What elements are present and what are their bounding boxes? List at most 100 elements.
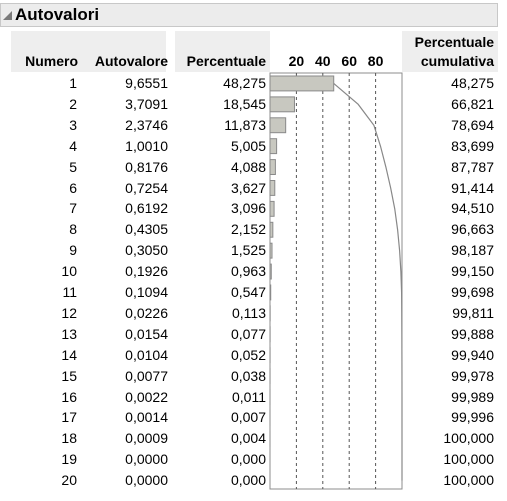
cell-percentuale-cumulativa: 87,787 [451, 158, 494, 175]
x-tick-label: 40 [315, 53, 331, 69]
cell-percentuale: 3,096 [230, 200, 266, 217]
bar [269, 242, 273, 259]
cell-percentuale: 5,005 [230, 137, 266, 154]
cell-autovalore: 2,3746 [125, 116, 168, 133]
cell-numero: 3 [69, 116, 77, 133]
bar [269, 284, 272, 301]
cell-percentuale-cumulativa: 100,000 [443, 451, 494, 468]
cell-percentuale: 0,000 [230, 472, 266, 489]
cell-numero: 4 [69, 137, 77, 154]
cell-percentuale-cumulativa: 91,414 [451, 179, 494, 196]
cell-autovalore: 0,0104 [125, 346, 168, 363]
cell-percentuale-cumulativa: 99,989 [451, 388, 494, 405]
cell-autovalore: 0,0154 [125, 325, 168, 342]
cell-percentuale: 4,088 [230, 158, 266, 175]
cell-numero: 14 [61, 346, 77, 363]
cell-numero: 18 [61, 430, 77, 447]
cell-numero: 13 [61, 325, 77, 342]
cell-percentuale: 0,077 [230, 325, 266, 342]
cell-autovalore: 0,0022 [125, 388, 168, 405]
header-background-percentuale [175, 31, 270, 72]
cell-percentuale-cumulativa: 78,694 [451, 116, 494, 133]
cell-numero: 5 [69, 158, 77, 175]
cell-numero: 11 [62, 284, 77, 300]
cell-percentuale: 0,963 [230, 263, 266, 280]
cell-percentuale: 0,113 [232, 304, 266, 321]
cell-numero: 12 [61, 304, 77, 321]
cell-autovalore: 1,0010 [125, 137, 168, 154]
bar [269, 138, 278, 155]
cell-autovalore: 3,7091 [125, 95, 168, 112]
x-tick-label: 80 [368, 53, 384, 69]
cell-numero: 20 [61, 472, 77, 489]
cell-autovalore: 9,6551 [125, 75, 168, 91]
cell-autovalore: 0,0009 [125, 430, 168, 447]
cell-percentuale: 0,052 [230, 346, 266, 363]
bar [269, 200, 275, 217]
cell-percentuale: 3,627 [230, 179, 266, 196]
cell-numero: 7 [69, 200, 77, 217]
cell-percentuale: 2,152 [230, 221, 266, 238]
cell-numero: 6 [69, 179, 77, 196]
cell-percentuale-cumulativa: 100,000 [443, 472, 494, 489]
cell-autovalore: 0,6192 [125, 200, 168, 217]
cumulative-line [333, 82, 403, 481]
cell-percentuale-cumulativa: 99,996 [451, 409, 494, 426]
cell-percentuale: 0,547 [230, 284, 266, 300]
header-background-left [11, 31, 166, 72]
cell-percentuale-cumulativa: 99,888 [451, 325, 494, 342]
header-autovalore: Autovalore [94, 53, 168, 69]
cell-percentuale-cumulativa: 99,978 [451, 367, 494, 384]
cell-percentuale-cumulativa: 83,699 [451, 137, 494, 154]
cell-percentuale-cumulativa: 99,940 [451, 346, 494, 363]
cell-percentuale: 18,545 [223, 95, 266, 112]
cell-percentuale: 0,004 [230, 430, 266, 447]
disclosure-triangle-icon[interactable] [3, 11, 12, 20]
report-outline-header[interactable]: Autovalori [0, 3, 498, 27]
bar [269, 180, 276, 196]
cell-autovalore: 0,4305 [125, 221, 168, 238]
x-tick-label: 20 [289, 53, 305, 69]
header-percentuale: Percentuale [186, 53, 266, 69]
x-tick-label: 60 [341, 53, 357, 69]
cell-percentuale: 48,275 [223, 75, 266, 91]
cell-numero: 19 [61, 451, 77, 468]
header-numero: Numero [25, 53, 78, 69]
header-percentuale-cumulativa-line2: cumulativa [420, 53, 494, 69]
cell-percentuale-cumulativa: 94,510 [451, 200, 494, 217]
chart-frame [269, 72, 403, 490]
cell-autovalore: 0,3050 [125, 242, 168, 259]
cell-numero: 15 [61, 367, 77, 384]
header-percentuale-cumulativa-line1: Percentuale [414, 34, 494, 50]
bar [269, 221, 274, 238]
cell-percentuale: 1,525 [230, 242, 266, 259]
bar [269, 159, 276, 176]
cell-autovalore: 0,1094 [125, 284, 168, 300]
cell-numero: 1 [69, 75, 77, 91]
cell-autovalore: 0,7254 [125, 179, 168, 196]
cell-autovalore: 0,1926 [125, 263, 168, 280]
bar [269, 75, 335, 92]
cell-percentuale-cumulativa: 99,698 [451, 284, 494, 300]
cell-percentuale-cumulativa: 96,663 [451, 221, 494, 238]
cell-percentuale-cumulativa: 98,187 [451, 242, 494, 259]
cell-percentuale: 0,000 [230, 451, 266, 468]
cell-percentuale: 0,011 [232, 388, 266, 405]
cell-percentuale-cumulativa: 66,821 [451, 95, 494, 112]
report-title: Autovalori [15, 5, 100, 24]
cell-percentuale-cumulativa: 48,275 [451, 75, 494, 91]
cell-autovalore: 0,8176 [125, 158, 168, 175]
cell-numero: 2 [69, 95, 77, 112]
header-background-cumulativa [402, 31, 498, 72]
bar [269, 117, 287, 134]
bar [269, 263, 272, 280]
bar [269, 96, 295, 113]
cell-percentuale-cumulativa: 99,150 [451, 263, 494, 280]
cell-autovalore: 0,0226 [125, 304, 168, 321]
cell-numero: 8 [69, 221, 77, 238]
cell-autovalore: 0,0000 [125, 472, 168, 489]
cell-percentuale-cumulativa: 99,811 [452, 304, 494, 321]
cell-numero: 16 [61, 388, 77, 405]
cell-percentuale: 0,038 [230, 367, 266, 384]
